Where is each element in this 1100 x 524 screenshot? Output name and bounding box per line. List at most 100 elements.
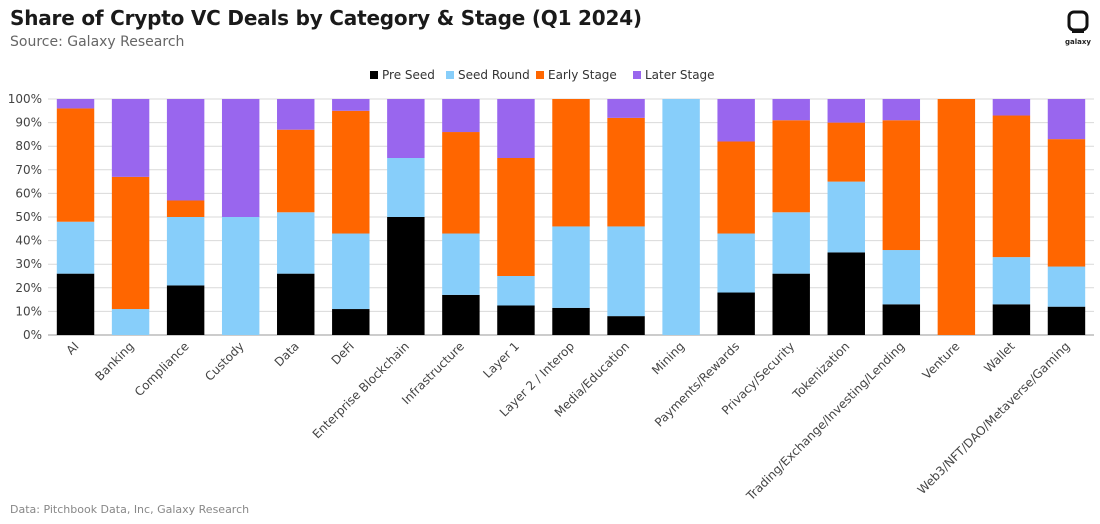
x-tick-label: Banking xyxy=(92,339,136,383)
x-tick-label: Mining xyxy=(649,339,687,377)
bar-segment xyxy=(552,307,590,335)
bar-segment xyxy=(992,115,1031,258)
legend-swatch xyxy=(536,71,544,79)
bar-segment xyxy=(332,233,370,310)
bar-segment xyxy=(772,212,810,274)
legend-label: Seed Round xyxy=(458,68,530,82)
stacked-bar-chart: 0% 10% 20% 30% 40% 50% 60% 70% 80% 90% 100% AI Banki… xyxy=(8,68,1094,500)
bar-segment xyxy=(221,99,260,217)
bar-segment xyxy=(772,99,810,121)
bar-segment xyxy=(717,99,755,142)
bar-segment xyxy=(497,305,535,335)
bar-segment xyxy=(717,292,755,335)
legend-label: Early Stage xyxy=(548,68,617,82)
bar-segment xyxy=(882,250,921,305)
bar-segment xyxy=(442,132,480,234)
bar-segment xyxy=(56,221,95,274)
bar-segment xyxy=(937,99,976,335)
footer-source: Data: Pitchbook Data, Inc, Galaxy Resear… xyxy=(10,503,250,516)
bar-segment xyxy=(552,226,590,308)
x-tick-label: Data xyxy=(272,339,302,369)
bar-segment xyxy=(111,176,150,310)
bar-segment xyxy=(166,99,205,201)
bar-segment xyxy=(827,181,865,253)
bar-segment xyxy=(332,110,370,234)
bar-segment xyxy=(277,273,315,335)
bar-segment xyxy=(607,226,645,317)
bar-segment xyxy=(992,257,1031,305)
bar-segment xyxy=(827,99,865,123)
bar-segment xyxy=(717,233,755,293)
bar-segment xyxy=(1047,306,1086,335)
y-tick-label: 20% xyxy=(15,281,42,295)
bar-segment xyxy=(772,273,810,335)
bar-segment xyxy=(552,99,590,227)
bar-segment xyxy=(56,99,95,109)
y-tick-label: 0% xyxy=(23,328,42,342)
y-tick-label: 30% xyxy=(15,257,42,271)
bar-segment xyxy=(166,200,205,217)
legend-swatch xyxy=(446,71,454,79)
y-tick-label: 60% xyxy=(15,186,42,200)
x-tick-label: AI xyxy=(63,339,81,357)
bar-segment xyxy=(332,309,370,335)
bar-segment xyxy=(277,99,315,130)
logo-text: galaxy xyxy=(1065,38,1091,46)
y-tick-label: 80% xyxy=(15,139,42,153)
bar-segment xyxy=(166,285,205,335)
bar-segment xyxy=(607,99,645,118)
bar-segment xyxy=(277,212,315,274)
bar-segment xyxy=(882,120,921,251)
bar-segment xyxy=(387,158,425,217)
bar-segment xyxy=(166,217,205,286)
x-tick-label: Enterprise Blockchain xyxy=(310,339,412,441)
bar-segment xyxy=(277,129,315,213)
x-tick-label: Layer 1 xyxy=(480,339,522,381)
bar-segment xyxy=(497,99,535,158)
x-tick-label: DeFi xyxy=(329,339,357,367)
page-title: Share of Crypto VC Deals by Category & S… xyxy=(10,6,642,30)
bar-segment xyxy=(827,252,865,335)
bar-segment xyxy=(1047,266,1086,307)
bar-segment xyxy=(662,99,700,335)
bar-segment xyxy=(221,217,260,335)
bar-segment xyxy=(56,108,95,222)
y-tick-label: 50% xyxy=(15,210,42,224)
legend-label: Later Stage xyxy=(645,68,715,82)
chart-subtitle: Source: Galaxy Research xyxy=(10,34,185,50)
bar-segment xyxy=(56,273,95,335)
y-tick-label: 40% xyxy=(15,234,42,248)
bar-segment xyxy=(442,294,480,335)
bar-segment xyxy=(717,141,755,234)
legend-swatch xyxy=(633,71,641,79)
bar-segment xyxy=(882,304,921,335)
bar-segment xyxy=(111,99,150,177)
x-tick-label: Venture xyxy=(920,339,963,382)
bar-segment xyxy=(1047,99,1086,140)
bar-segment xyxy=(332,99,370,111)
y-tick-label: 70% xyxy=(15,163,42,177)
bar-segment xyxy=(387,99,425,158)
bar-segment xyxy=(442,233,480,295)
bar-segment xyxy=(772,120,810,213)
bar-segment xyxy=(1047,139,1086,267)
bar-segment xyxy=(442,99,480,133)
bar-segment xyxy=(111,309,150,335)
bar-segment xyxy=(607,316,645,335)
bar-segment xyxy=(607,117,645,227)
y-tick-label: 10% xyxy=(15,304,42,318)
bar-segment xyxy=(827,122,865,182)
bar-segment xyxy=(882,99,921,121)
x-tick-label: Custody xyxy=(202,339,247,384)
bar-segment xyxy=(992,304,1031,335)
x-tick-label: Wallet xyxy=(981,339,1017,375)
y-tick-label: 90% xyxy=(15,116,42,130)
x-tick-label: Compliance xyxy=(132,339,192,399)
legend-swatch xyxy=(370,71,378,79)
y-tick-label: 100% xyxy=(8,92,42,106)
bar-segment xyxy=(387,217,425,335)
bar-segment xyxy=(497,158,535,276)
bar-segment xyxy=(992,99,1031,116)
bar-segment xyxy=(497,276,535,306)
galaxy-logo-icon xyxy=(1067,10,1089,33)
